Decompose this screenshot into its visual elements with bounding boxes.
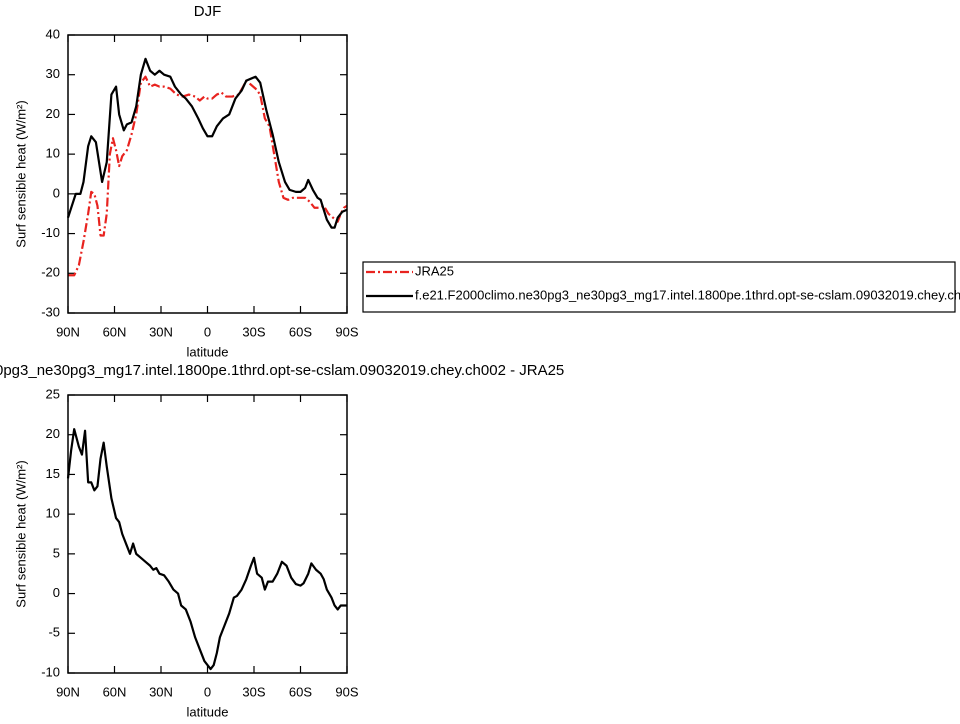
x-tick-label: 60N — [103, 684, 127, 699]
y-tick-label: 0 — [53, 185, 60, 200]
data-line — [68, 75, 348, 277]
x-tick-label: 0 — [204, 684, 211, 699]
y-tick-label: 30 — [46, 66, 60, 81]
plot-frame — [67, 34, 348, 314]
y-tick-label: -10 — [41, 225, 60, 240]
legend-box — [362, 261, 956, 313]
legend: JRA25 f.e21.F2000climo.ne30pg3_ne30pg3_mg… — [362, 261, 960, 313]
y-tick-label: -10 — [41, 664, 60, 679]
y-tick-label: 5 — [53, 545, 60, 560]
x-tick-label: 90S — [335, 684, 358, 699]
y-tick-label: -20 — [41, 265, 60, 280]
y-axis-label: Surf sensible heat (W/m²) — [13, 460, 28, 607]
y-tick-label: 20 — [46, 106, 60, 121]
y-tick-label: 20 — [46, 426, 60, 441]
x-tick-label: 60S — [289, 684, 312, 699]
plot-frame — [67, 394, 348, 674]
y-tick-label: 25 — [46, 386, 60, 401]
x-axis-label: latitude — [187, 704, 229, 719]
x-tick-label: 30N — [149, 684, 173, 699]
y-tick-label: -30 — [41, 304, 60, 319]
chart-title: f.e21.F2000climo.ne30pg3_ne30pg3_mg17.in… — [0, 362, 564, 379]
y-tick-label: 40 — [46, 26, 60, 41]
y-tick-label: 10 — [46, 506, 60, 521]
x-tick-label: 0 — [204, 324, 211, 339]
legend-label: JRA25 — [415, 263, 454, 278]
legend-label: f.e21.F2000climo.ne30pg3_ne30pg3_mg17.in… — [415, 287, 960, 302]
data-line — [66, 428, 347, 671]
y-tick-label: 10 — [46, 146, 60, 161]
x-tick-label: 90N — [56, 324, 80, 339]
y-axis-label: Surf sensible heat (W/m²) — [13, 100, 28, 247]
x-tick-label: 60S — [289, 324, 312, 339]
chart-title: DJF — [194, 3, 222, 20]
x-tick-label: 90N — [56, 684, 80, 699]
x-tick-label: 30N — [149, 324, 173, 339]
x-tick-label: 60N — [103, 324, 127, 339]
y-tick-label: 15 — [46, 466, 60, 481]
x-tick-label: 30S — [242, 684, 265, 699]
y-tick-label: -5 — [48, 625, 60, 640]
x-tick-label: 90S — [335, 324, 358, 339]
x-tick-label: 30S — [242, 324, 265, 339]
data-line — [66, 57, 348, 229]
y-tick-label: 0 — [53, 585, 60, 600]
x-axis-label: latitude — [187, 344, 229, 359]
